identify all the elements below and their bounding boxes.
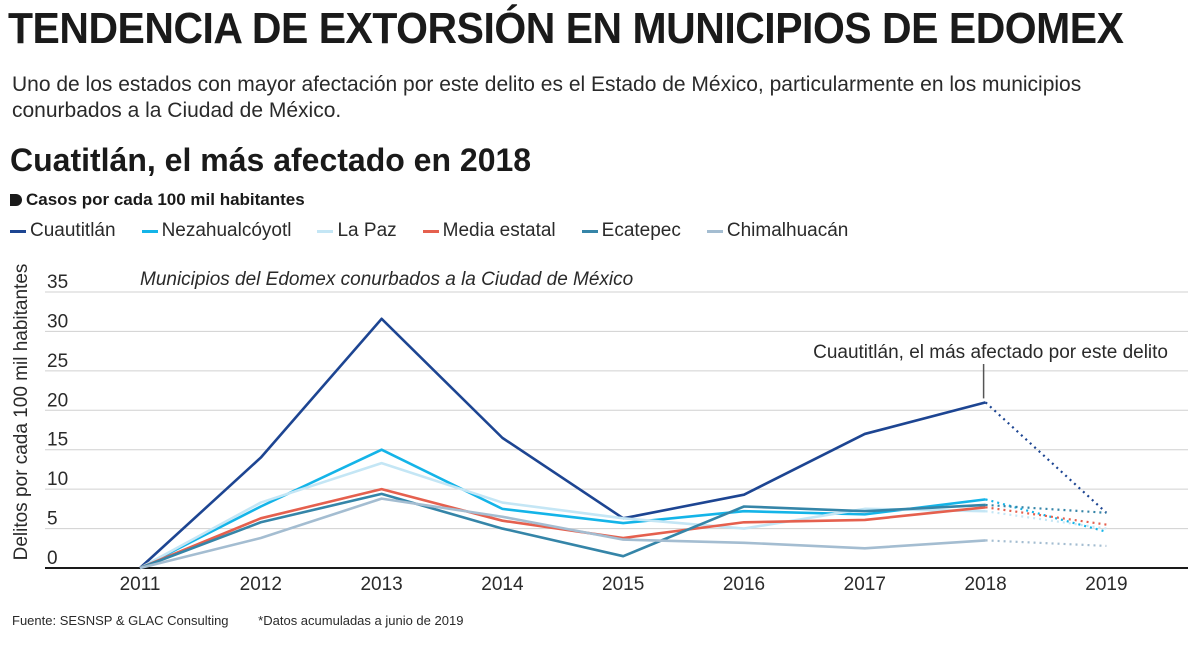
legend-swatch (422, 229, 439, 233)
chart-legend: Cuautitlán Nezahualcóyotl La Paz Media esta… (10, 220, 874, 242)
annotation-label: Cuautitlán, el más afectado por este del… (813, 342, 1168, 363)
legend-label: Media estatal (442, 220, 556, 241)
x-tick-label: 2011 (120, 574, 161, 595)
legend-label: Ecatepec (601, 220, 681, 241)
footer: Fuente: SESNSP & GLAC Consulting *Datos … (12, 613, 489, 628)
series-projection (985, 506, 1107, 526)
x-tick-label: 2013 (360, 574, 402, 595)
series-line (139, 461, 986, 570)
y-tick-label: 25 (47, 351, 68, 372)
legend-item: Nezahualcóyotl (141, 220, 292, 242)
series-projection (985, 503, 1107, 514)
y-tick-label: 0 (47, 548, 58, 569)
legend-swatch (10, 229, 26, 233)
series-projection (985, 510, 1107, 530)
y-tick-label: 5 (47, 509, 58, 530)
x-tick-label: 2018 (964, 574, 1006, 595)
series-line (139, 497, 986, 570)
chart-title: Municipios del Edomex conurbados a la Ci… (140, 269, 633, 290)
legend-item: Cuautitlán (10, 220, 116, 242)
legend-swatch (706, 229, 723, 233)
chart-heading: Cuatitlán, el más afectado en 2018 (10, 142, 532, 178)
series-projection (984, 401, 1108, 514)
legend-item: La Paz (317, 220, 397, 242)
legend-item: Ecatepec (581, 220, 681, 242)
page-subtitle: Uno de los estados con mayor afectación … (12, 73, 1082, 122)
y-axis-label: Delitos por cada 100 mil habitantes (11, 264, 32, 561)
x-tick-label: 2012 (240, 574, 282, 595)
x-tick-label: 2014 (481, 574, 524, 595)
source-note: Fuente: SESNSP & GLAC Consulting (12, 613, 229, 628)
x-tick-label: 2015 (602, 574, 644, 595)
legend-item: Chimalhuacán (706, 220, 849, 242)
legend-label: Cuautitlán (30, 220, 116, 241)
y-tick-label: 20 (47, 390, 68, 411)
legend-label: Nezahualcóyotl (161, 220, 292, 241)
legend-swatch (581, 229, 598, 233)
data-note: *Datos acumuladas a junio de 2019 (258, 613, 464, 628)
legend-label: Chimalhuacán (726, 220, 849, 241)
y-tick-label: 10 (47, 469, 68, 490)
series-projection (985, 539, 1107, 548)
x-tick-label: 2019 (1085, 574, 1127, 595)
unit-label-text: Casos por cada 100 mil habitantes (26, 190, 305, 209)
x-tick-label: 2017 (844, 574, 886, 595)
y-tick-label: 15 (47, 430, 68, 451)
legend-swatch (141, 229, 158, 233)
y-tick-label: 35 (47, 272, 68, 293)
series-line (139, 317, 986, 569)
legend-swatch (317, 229, 334, 233)
x-tick-label: 2016 (723, 574, 765, 595)
tag-icon (10, 194, 22, 206)
legend-label: La Paz (337, 220, 397, 241)
y-tick-label: 30 (47, 311, 68, 332)
legend-item: Media estatal (422, 220, 556, 242)
series-line (139, 492, 986, 570)
unit-label: Casos por cada 100 mil habitantes (10, 190, 305, 210)
page-title: TENDENCIA DE EXTORSIÓN EN MUNICIPIOS DE … (8, 4, 1124, 53)
